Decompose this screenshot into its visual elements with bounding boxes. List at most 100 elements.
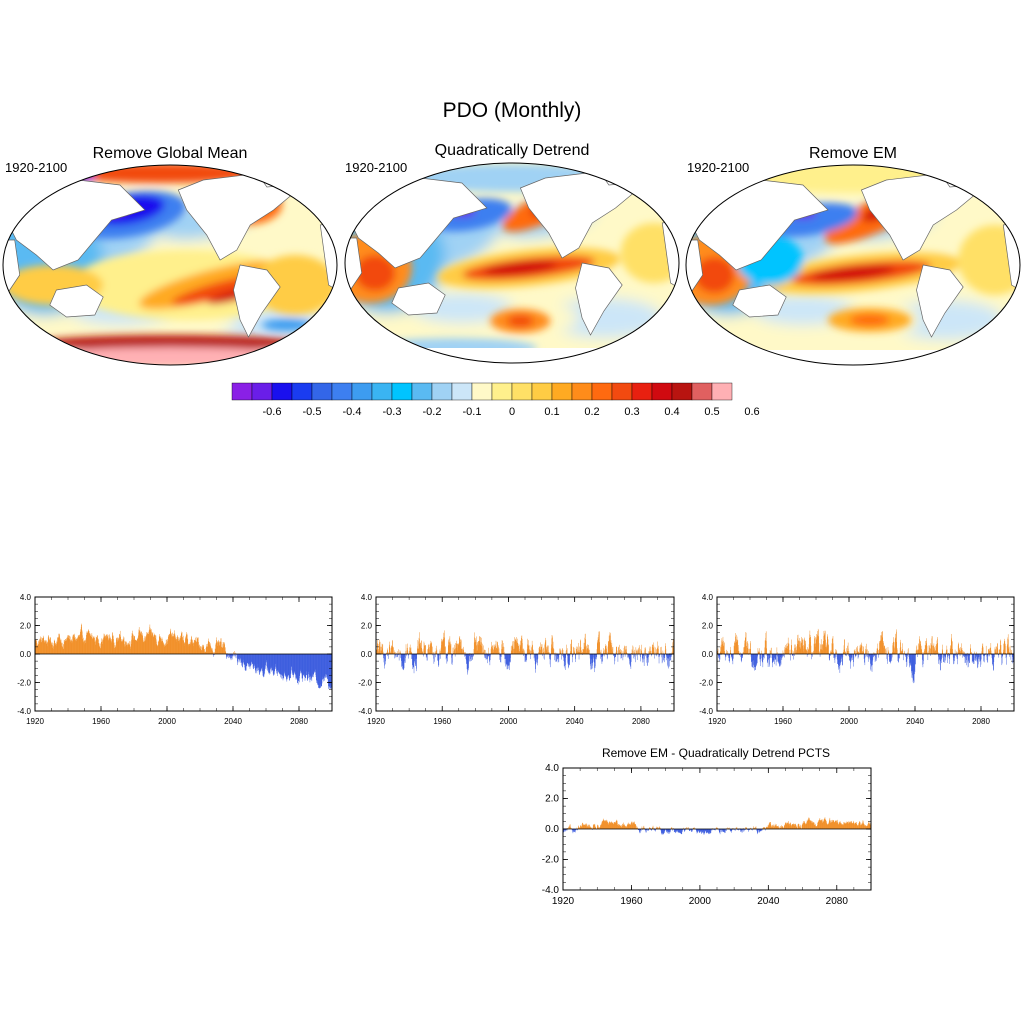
y-tick-label: 0.0 xyxy=(20,650,32,659)
y-tick-label: 0.0 xyxy=(702,650,714,659)
colorbar-swatch xyxy=(411,382,433,401)
x-tick-label: 1960 xyxy=(774,717,792,726)
colorbar-swatch xyxy=(511,382,533,401)
x-tick-label: 2000 xyxy=(500,717,518,726)
y-tick-label: 4.0 xyxy=(20,593,32,602)
colorbar-swatch xyxy=(371,382,393,401)
y-tick-label: -4.0 xyxy=(542,885,560,896)
map-border xyxy=(2,164,338,366)
x-tick-label: 1920 xyxy=(26,717,44,726)
map-title: Remove EM xyxy=(809,145,897,162)
y-tick-label: 4.0 xyxy=(545,763,559,774)
colorbar-swatch xyxy=(571,382,593,401)
colorbar-tick-label: -0.3 xyxy=(383,406,402,418)
y-tick-label: 4.0 xyxy=(702,593,714,602)
chart-title: Remove EM - Quadratically Detrend PCTS xyxy=(602,746,830,760)
x-tick-label: 2000 xyxy=(158,717,176,726)
x-tick-label: 2000 xyxy=(840,717,858,726)
x-tick-label: 2040 xyxy=(906,717,924,726)
x-tick-label: 2000 xyxy=(689,896,712,907)
y-tick-label: -2.0 xyxy=(542,855,560,866)
colorbar-tick-label: -0.4 xyxy=(343,406,362,418)
map-period: 1920-2100 xyxy=(687,160,749,175)
x-tick-label: 2040 xyxy=(757,896,780,907)
map-panel-quadratically-detrend: Quadratically Detrend 1920-2100 xyxy=(344,142,680,364)
colorbar-swatch xyxy=(331,382,353,401)
x-tick-label: 2080 xyxy=(632,717,650,726)
x-tick-label: 1920 xyxy=(708,717,726,726)
bars xyxy=(563,817,872,835)
colorbar-tick-label: 0.4 xyxy=(664,406,679,418)
bars xyxy=(376,630,675,675)
colorbar-swatch xyxy=(271,382,293,401)
colorbar-tick-label: 0.2 xyxy=(584,406,599,418)
map-panel-remove-em: Remove EM 1920-2100 xyxy=(685,145,1021,366)
x-tick-label: 1960 xyxy=(620,896,643,907)
colorbar-swatch xyxy=(651,382,673,401)
colorbar-swatch xyxy=(611,382,633,401)
map-period: 1920-2100 xyxy=(345,160,407,175)
colorbar-swatch xyxy=(551,382,573,401)
map-panel-remove-global-mean: Remove Global Mean 1920-2100 xyxy=(2,145,338,366)
colorbar-swatch xyxy=(351,382,373,401)
colorbar-swatch xyxy=(491,382,513,401)
y-tick-label: -4.0 xyxy=(17,707,31,716)
y-tick-label: 0.0 xyxy=(361,650,373,659)
x-tick-label: 2080 xyxy=(290,717,308,726)
y-tick-label: 2.0 xyxy=(702,622,714,631)
x-tick-label: 1920 xyxy=(367,717,385,726)
x-tick-label: 2080 xyxy=(972,717,990,726)
colorbar-tick-label: -0.2 xyxy=(423,406,442,418)
x-tick-label: 1960 xyxy=(92,717,110,726)
y-tick-label: 4.0 xyxy=(361,593,373,602)
colorbar-swatch xyxy=(531,382,553,401)
colorbar-tick-label: 0.1 xyxy=(544,406,559,418)
colorbar-swatch xyxy=(591,382,613,401)
pc-timeseries-difference: Remove EM - Quadratically Detrend PCTS 4… xyxy=(542,746,872,907)
y-tick-label: -4.0 xyxy=(699,707,713,716)
colorbar-tick-label: -0.5 xyxy=(303,406,322,418)
y-tick-label: 2.0 xyxy=(361,622,373,631)
map-border xyxy=(685,164,1021,366)
bars xyxy=(717,628,1015,684)
colorbar-swatch xyxy=(691,382,713,401)
x-tick-label: 1960 xyxy=(433,717,451,726)
map-period: 1920-2100 xyxy=(5,160,67,175)
y-tick-label: -4.0 xyxy=(358,707,372,716)
y-tick-label: 0.0 xyxy=(545,824,559,835)
map-border xyxy=(344,162,680,364)
colorbar-swatch xyxy=(711,382,733,401)
colorbar-swatch xyxy=(431,382,453,401)
colorbar-tick-label: 0 xyxy=(509,406,515,418)
colorbar-swatch xyxy=(391,382,413,401)
y-tick-label: 2.0 xyxy=(20,622,32,631)
map-title: Quadratically Detrend xyxy=(435,142,590,159)
colorbar-swatch xyxy=(251,382,273,401)
colorbar-swatch xyxy=(311,382,333,401)
colorbar-tick-label: 0.6 xyxy=(744,406,759,418)
colorbar-swatch xyxy=(231,382,253,401)
y-tick-label: -2.0 xyxy=(358,679,372,688)
colorbar-tick-label: -0.6 xyxy=(263,406,282,418)
y-tick-label: -2.0 xyxy=(699,679,713,688)
colorbar-tick-label: 0.5 xyxy=(704,406,719,418)
x-tick-label: 1920 xyxy=(552,896,575,907)
colorbar: -0.6 -0.5 -0.4 -0.3 -0.2 -0.1 0 0.1 0.2 0.3 0.4 0.5… xyxy=(231,382,760,418)
colorbar-swatch xyxy=(291,382,313,401)
colorbar-swatch xyxy=(451,382,473,401)
bars xyxy=(35,623,333,691)
colorbar-swatch xyxy=(471,382,493,401)
colorbar-tick-label: -0.1 xyxy=(463,406,482,418)
colorbar-tick-label: 0.3 xyxy=(624,406,639,418)
y-tick-label: -2.0 xyxy=(17,679,31,688)
colorbar-swatch xyxy=(671,382,693,401)
figure-title: PDO (Monthly) xyxy=(443,99,582,122)
map-title: Remove Global Mean xyxy=(93,145,248,162)
colorbar-swatch xyxy=(631,382,653,401)
x-tick-label: 2040 xyxy=(566,717,584,726)
x-tick-label: 2080 xyxy=(826,896,849,907)
